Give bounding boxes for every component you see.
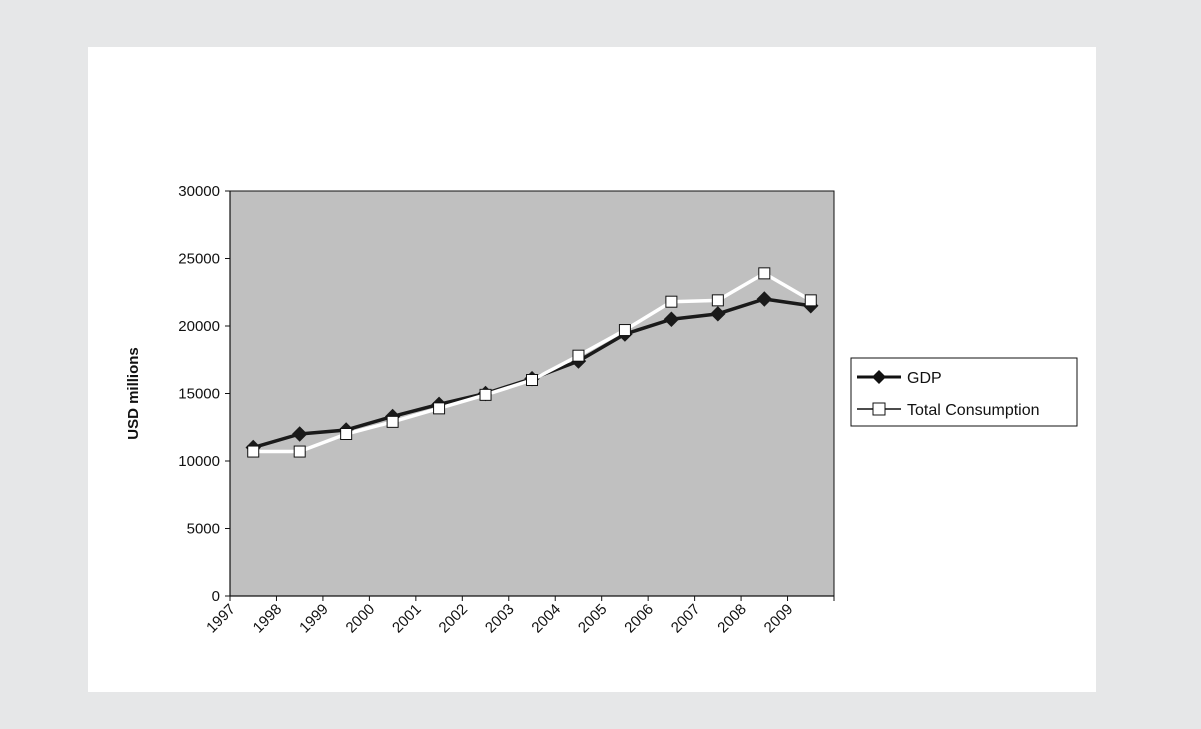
x-tick-label: 2004 [528,601,564,637]
legend-label: Total Consumption [907,402,1040,419]
data-point [618,324,631,337]
data-point [247,445,260,458]
data-point [663,311,680,327]
legend-item: GDP [857,370,942,387]
data-point [293,445,306,458]
y-tick-label: 25000 [178,251,220,268]
data-point [526,374,538,386]
y-tick-label: 0 [212,588,220,605]
data-point [804,294,817,307]
plot-area [229,190,835,597]
x-tick-label: 1997 [203,601,239,637]
y-tick-label: 15000 [178,386,220,403]
x-tick-label: 2009 [761,601,797,637]
y-tick-label: 10000 [178,453,220,470]
legend-item: Total Consumption [857,402,1040,419]
legend: GDP Total Consumption [850,357,1078,427]
legend-marker [872,370,886,384]
legend-marker [872,402,886,416]
data-point [758,267,771,280]
y-tick-label: 20000 [178,318,220,335]
series-layer [245,267,819,458]
x-tick-label: 2002 [436,601,472,637]
x-axis-ticks: 1997 1998 1999 2000 2001 2002 2003 2004 2005 2006… [203,596,835,637]
data-point [386,415,399,428]
data-point [572,349,585,362]
y-axis-title: USD millions [125,347,142,440]
x-tick-label: 2006 [621,601,657,637]
x-tick-label: 2007 [668,601,704,637]
x-tick-label: 2008 [714,601,750,637]
x-tick-label: 2005 [575,601,611,637]
data-point [291,426,308,442]
y-axis-ticks: 0 5000 10000 15000 20000 25000 30000 [178,183,230,605]
x-tick-label: 1999 [296,601,332,637]
data-point [433,402,446,415]
legend-box [850,357,1078,427]
data-point [479,388,492,401]
x-tick-label: 2003 [482,601,518,637]
y-tick-label: 5000 [187,521,220,538]
data-point [711,294,724,307]
series-total-consumption [247,267,817,458]
data-point [665,295,678,308]
x-tick-label: 1998 [250,601,286,637]
x-tick-label: 2000 [343,601,379,637]
x-tick-label: 2001 [389,601,425,637]
y-tick-label: 30000 [178,183,220,200]
data-point [340,428,353,440]
data-point [710,306,726,322]
legend-label: GDP [907,370,942,387]
data-point [756,291,773,307]
